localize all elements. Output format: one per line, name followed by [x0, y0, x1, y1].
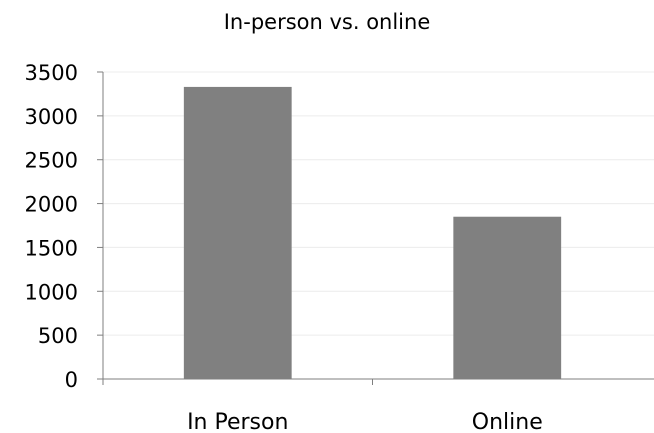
y-tick-label: 1000: [25, 280, 78, 304]
bar-in-person: [183, 86, 292, 379]
chart-title: In-person vs. online: [223, 10, 431, 34]
y-tick-label: 2000: [25, 193, 78, 217]
bar-online: [453, 216, 562, 379]
y-tick-label: 3000: [25, 105, 78, 129]
y-tick-label: 0: [65, 368, 78, 392]
axis-labels: 0 500 1000 1500 2000 2500 3000 3500 In Person Onl…: [25, 61, 543, 433]
y-tick-label: 1500: [25, 236, 78, 260]
y-tick-label: 2500: [25, 149, 78, 173]
axes: [97, 71, 654, 385]
x-category-label: Online: [472, 410, 543, 433]
x-category-label: In Person: [187, 410, 288, 433]
y-tick-label: 500: [38, 324, 78, 348]
y-tick-label: 3500: [25, 61, 78, 85]
bars: [183, 86, 562, 379]
